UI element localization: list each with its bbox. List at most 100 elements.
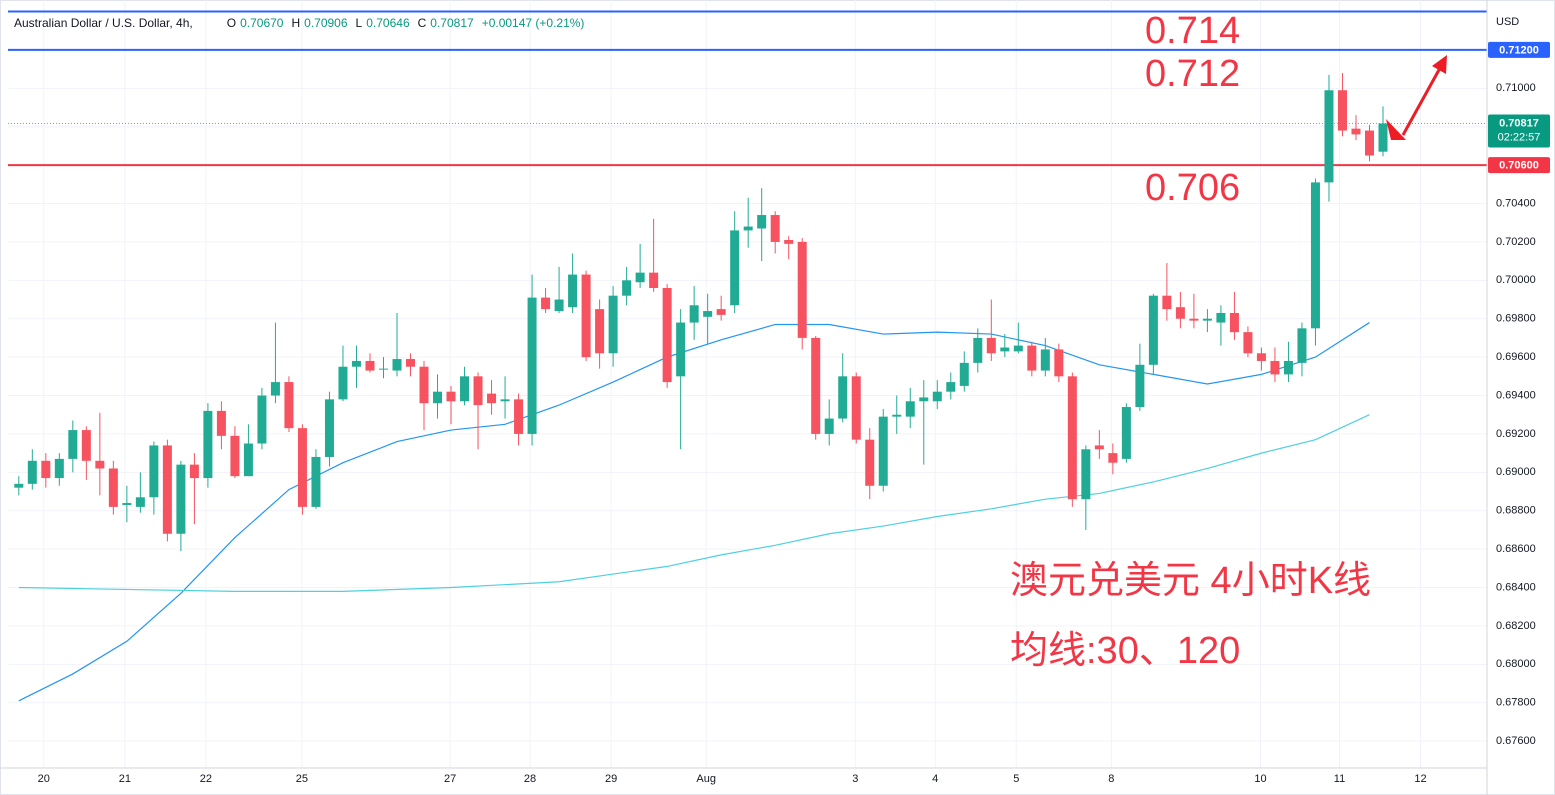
- y-tick-label: 0.71000: [1496, 82, 1536, 94]
- ohlc-key: H: [291, 16, 301, 30]
- candle-body: [581, 274, 591, 358]
- candle: [1297, 322, 1307, 377]
- candle-body: [1027, 345, 1037, 371]
- candle-body: [1189, 318, 1199, 321]
- x-tick-label: 4: [932, 773, 938, 785]
- candle: [1148, 293, 1158, 375]
- candle-body: [1040, 349, 1050, 371]
- candle-body: [514, 399, 524, 434]
- last-price-box: [1488, 114, 1550, 148]
- candle: [946, 372, 956, 400]
- candle: [378, 357, 388, 379]
- candle: [324, 391, 334, 467]
- candle: [311, 449, 321, 509]
- candle: [1337, 72, 1347, 137]
- candle: [122, 485, 132, 523]
- candle-body: [446, 391, 456, 402]
- candle-body: [932, 391, 942, 402]
- candle: [635, 243, 645, 288]
- y-tick-label: 0.68200: [1496, 620, 1536, 632]
- y-tick-label: 0.68400: [1496, 581, 1536, 593]
- last-price-label: 0.70817: [1499, 117, 1539, 129]
- candle: [1135, 343, 1145, 411]
- candle-body: [554, 299, 564, 312]
- ohlc-value: 0.70817: [430, 16, 474, 30]
- candle: [878, 408, 888, 492]
- candle-body: [41, 460, 51, 479]
- y-tick-label: 0.69600: [1496, 351, 1536, 363]
- candle-body: [878, 416, 888, 486]
- candle-body: [676, 322, 686, 377]
- candle: [1378, 106, 1388, 157]
- candle: [1000, 334, 1010, 358]
- candle: [676, 309, 686, 450]
- ohlc-value: 0.70670: [240, 16, 284, 30]
- candle: [608, 286, 618, 367]
- candle-body: [135, 497, 145, 507]
- candle: [554, 266, 564, 313]
- candle-body: [851, 376, 861, 440]
- candle-body: [338, 366, 348, 400]
- moving-average: [18, 414, 1370, 592]
- candle-body: [1202, 318, 1212, 321]
- y-tick-label: 0.68000: [1496, 658, 1536, 670]
- candle-body: [568, 274, 578, 308]
- candle-body: [14, 483, 24, 488]
- candle: [541, 288, 551, 313]
- candle-body: [270, 382, 280, 396]
- annotation: 均线:30、120: [1010, 630, 1240, 672]
- candle: [730, 211, 740, 313]
- candle: [406, 353, 416, 377]
- candle: [1283, 341, 1293, 383]
- candle: [716, 295, 726, 321]
- candle-body: [1310, 182, 1320, 329]
- candle-body: [311, 456, 321, 507]
- candle-body: [986, 337, 996, 354]
- candle-body: [689, 305, 699, 323]
- candle: [41, 453, 51, 488]
- candle: [1040, 337, 1050, 377]
- candle-body: [257, 395, 267, 444]
- candle-body: [1013, 345, 1023, 352]
- candle: [919, 380, 929, 465]
- candle-body: [595, 309, 605, 354]
- candle-body: [973, 337, 983, 363]
- candle-body: [203, 410, 213, 479]
- candle: [446, 385, 456, 425]
- candle: [1256, 347, 1266, 371]
- candle: [581, 270, 591, 361]
- candle-body: [622, 280, 632, 296]
- candle: [757, 188, 767, 262]
- candle-body: [1324, 90, 1334, 183]
- candle-body: [811, 337, 821, 434]
- y-tick-label: 0.69400: [1496, 389, 1536, 401]
- candle-body: [541, 297, 551, 310]
- y-tick-label: 0.68600: [1496, 543, 1536, 555]
- candle: [1351, 115, 1361, 141]
- candle: [784, 236, 794, 260]
- candle: [108, 460, 118, 515]
- candle: [1229, 291, 1239, 340]
- candle-body: [959, 362, 969, 386]
- candle-body: [635, 272, 645, 283]
- candle-body: [324, 399, 334, 457]
- y-tick-label: 0.69000: [1496, 466, 1536, 478]
- change: +0.00147 (+0.21%): [481, 16, 585, 30]
- candle: [1162, 263, 1172, 321]
- candle-body: [919, 397, 929, 402]
- candle: [284, 376, 294, 432]
- candle-body: [838, 376, 848, 419]
- candle: [1094, 430, 1104, 459]
- candle-body: [1337, 90, 1347, 131]
- ohlc-key: C: [417, 16, 427, 30]
- candle: [1081, 445, 1091, 530]
- x-tick-label: 29: [605, 773, 617, 785]
- y-tick-label: 0.70000: [1496, 274, 1536, 286]
- x-tick-label: 8: [1108, 773, 1114, 785]
- candle-body: [797, 241, 807, 338]
- candle: [460, 366, 470, 406]
- level-label: 0.71200: [1499, 44, 1539, 56]
- candle-body: [1000, 347, 1010, 352]
